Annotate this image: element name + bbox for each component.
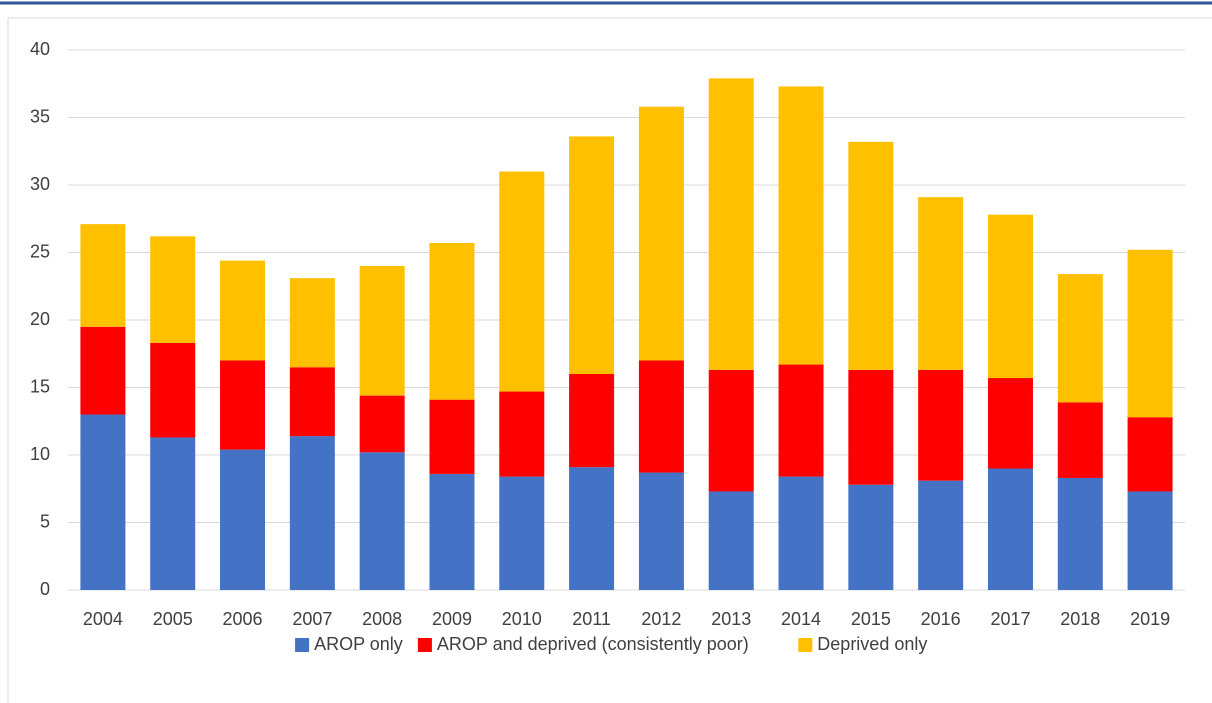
bar-segment [429, 243, 475, 400]
bar-segment [150, 236, 196, 343]
y-tick-label: 40 [30, 39, 50, 59]
bar-segment [638, 360, 684, 473]
bar-segment [778, 364, 824, 477]
bar-segment [429, 399, 475, 474]
bar-segment [918, 197, 964, 370]
bar-segment [708, 491, 754, 590]
bar-segment [1057, 274, 1103, 403]
bar-segment [569, 136, 615, 374]
bar-segment [220, 360, 266, 450]
legend-label: Deprived only [817, 634, 927, 654]
bar-segment [150, 342, 196, 438]
bar-segment [80, 224, 126, 327]
x-tick-label: 2017 [990, 609, 1030, 629]
bar-segment [848, 141, 894, 370]
bar-segment [499, 171, 545, 392]
bar-segment [1057, 477, 1103, 590]
bar-segment [987, 214, 1033, 379]
bar-segment [429, 473, 475, 590]
bar-segment [289, 436, 335, 590]
bar-segment [987, 378, 1033, 469]
bar-segment [848, 484, 894, 590]
bar-segment [918, 369, 964, 481]
bar-segment [220, 260, 266, 361]
bar-segment [708, 78, 754, 370]
bar-segment [638, 472, 684, 590]
legend-swatch [798, 638, 813, 652]
y-tick-label: 35 [30, 106, 50, 126]
legend-label: AROP and deprived (consistently poor) [437, 634, 749, 654]
y-tick-label: 10 [30, 444, 50, 464]
x-tick-label: 2019 [1130, 609, 1170, 629]
bar-segment [848, 369, 894, 485]
bar-segment [80, 414, 126, 590]
legend-swatch [417, 638, 432, 652]
y-tick-label: 25 [30, 241, 50, 261]
y-tick-label: 30 [30, 174, 50, 194]
bar-segment [569, 374, 615, 468]
bar-segment [499, 391, 545, 477]
x-tick-label: 2006 [223, 609, 263, 629]
x-tick-label: 2016 [921, 609, 961, 629]
bar-segment [778, 86, 824, 365]
bar-segment [987, 468, 1033, 590]
bar-segment [220, 449, 266, 590]
bar-segment [289, 367, 335, 437]
y-tick-label: 20 [30, 309, 50, 329]
bar-segment [708, 369, 754, 492]
x-tick-label: 2005 [153, 609, 193, 629]
x-tick-label: 2009 [432, 609, 472, 629]
bar-segment [1127, 491, 1173, 590]
bar-segment [1057, 402, 1103, 478]
bar-segment [359, 452, 405, 590]
x-tick-label: 2015 [851, 609, 891, 629]
x-tick-label: 2010 [502, 609, 542, 629]
x-tick-label: 2018 [1060, 609, 1100, 629]
x-tick-label: 2013 [711, 609, 751, 629]
y-tick-label: 15 [30, 376, 50, 396]
bar-segment [150, 437, 196, 590]
y-tick-label: 5 [40, 511, 50, 531]
y-tick-label: 0 [40, 579, 50, 599]
x-tick-label: 2004 [83, 609, 123, 629]
bar-segment [289, 278, 335, 368]
x-tick-label: 2011 [572, 609, 611, 629]
legend-swatch [295, 638, 310, 652]
x-tick-label: 2007 [292, 609, 332, 629]
bar-segment [1127, 417, 1173, 492]
bar-segment [1127, 249, 1173, 418]
bar-segment [80, 326, 126, 415]
bar-segment [918, 480, 964, 590]
bar-segment [778, 476, 824, 590]
bar-segment [569, 467, 615, 590]
x-tick-label: 2008 [362, 609, 402, 629]
x-tick-label: 2012 [641, 609, 681, 629]
legend-label: AROP only [314, 634, 403, 654]
bar-segment [638, 106, 684, 361]
bar-segment [359, 395, 405, 453]
bar-segment [499, 476, 545, 590]
bar-segment [359, 266, 405, 396]
x-tick-label: 2014 [781, 609, 821, 629]
